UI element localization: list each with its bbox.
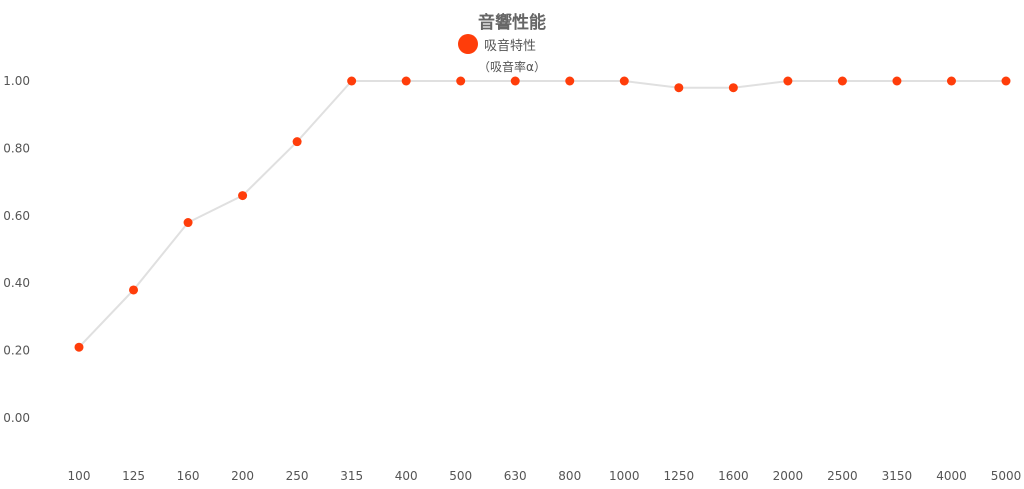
y-axis-unit-label: （吸音率α） bbox=[478, 60, 546, 74]
data-point[interactable] bbox=[129, 285, 139, 295]
x-tick-label: 200 bbox=[231, 469, 254, 483]
data-point[interactable] bbox=[510, 76, 520, 86]
data-point[interactable] bbox=[292, 137, 302, 147]
y-tick-label: 0.40 bbox=[3, 276, 30, 290]
data-point[interactable] bbox=[946, 76, 956, 86]
data-point[interactable] bbox=[183, 218, 193, 228]
x-axis: 100 125 160 200 250 315 400 500 630 800 1000 1250 16… bbox=[68, 469, 1022, 483]
x-tick-label: 4000 bbox=[936, 469, 967, 483]
x-tick-label: 2500 bbox=[827, 469, 858, 483]
x-tick-label: 125 bbox=[122, 469, 145, 483]
series-line-group bbox=[78, 80, 1006, 348]
x-tick-label: 100 bbox=[68, 469, 91, 483]
x-tick-label: 630 bbox=[504, 469, 527, 483]
x-tick-label: 1600 bbox=[718, 469, 749, 483]
chart-title: 音響性能 bbox=[478, 13, 546, 33]
x-tick-label: 800 bbox=[558, 469, 581, 483]
series-points-group bbox=[74, 76, 1011, 352]
legend-label: 吸音特性 bbox=[484, 38, 537, 54]
x-tick-label: 160 bbox=[177, 469, 200, 483]
y-tick-label: 0.00 bbox=[3, 411, 30, 425]
data-point[interactable] bbox=[892, 76, 902, 86]
legend-marker-icon bbox=[458, 34, 478, 54]
x-tick-label: 250 bbox=[286, 469, 309, 483]
data-point[interactable] bbox=[783, 76, 793, 86]
y-axis: 0.00 0.20 0.40 0.60 0.80 1.00 bbox=[3, 74, 30, 425]
y-tick-label: 0.80 bbox=[3, 141, 30, 155]
data-point[interactable] bbox=[347, 76, 357, 86]
data-point[interactable] bbox=[456, 76, 466, 86]
data-point[interactable] bbox=[565, 76, 575, 86]
data-point[interactable] bbox=[837, 76, 847, 86]
x-tick-label: 400 bbox=[395, 469, 418, 483]
x-tick-label: 5000 bbox=[991, 469, 1022, 483]
data-point[interactable] bbox=[238, 191, 248, 201]
y-tick-label: 0.60 bbox=[3, 209, 30, 223]
legend[interactable]: 吸音特性 bbox=[458, 34, 536, 54]
x-tick-label: 500 bbox=[449, 469, 472, 483]
data-point[interactable] bbox=[728, 83, 738, 93]
data-point[interactable] bbox=[619, 76, 629, 86]
x-tick-label: 315 bbox=[340, 469, 363, 483]
data-point[interactable] bbox=[74, 342, 84, 352]
y-tick-label: 0.20 bbox=[3, 344, 30, 358]
data-point[interactable] bbox=[1001, 76, 1011, 86]
x-tick-label: 1000 bbox=[609, 469, 640, 483]
x-tick-label: 2000 bbox=[773, 469, 804, 483]
x-tick-label: 1250 bbox=[664, 469, 695, 483]
data-point[interactable] bbox=[674, 83, 684, 93]
data-point[interactable] bbox=[401, 76, 411, 86]
x-tick-label: 3150 bbox=[882, 469, 913, 483]
y-tick-label: 1.00 bbox=[3, 74, 30, 88]
series-line bbox=[78, 80, 1006, 348]
